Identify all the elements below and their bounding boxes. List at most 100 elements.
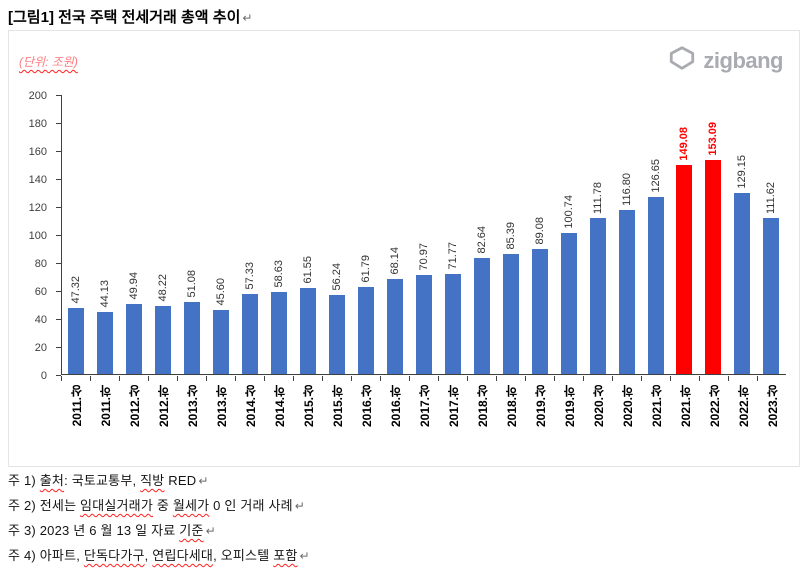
bar-column: 57.33 (236, 95, 265, 374)
bar-value-label: 61.55 (302, 256, 315, 284)
note-text: 주 2) 전세는 (8, 498, 81, 513)
x-axis-label-cell: 2018.상 (467, 383, 496, 467)
bar-value-label: 70.97 (417, 243, 430, 271)
y-axis-labels: 0 20 40 60 80 100 120 140 160 180 200 (9, 90, 53, 382)
bar (647, 197, 664, 374)
note-text-spellcheck: 연립다세대 (152, 548, 214, 563)
zigbang-room-icon (668, 45, 696, 76)
x-axis-label: 2012.상 (127, 385, 142, 428)
bar-column: 68.14 (380, 95, 409, 374)
x-axis-label-cell: 2019.하 (554, 383, 583, 467)
y-axis-ticks (56, 95, 61, 377)
bar (676, 165, 693, 374)
bar (560, 233, 577, 374)
note-line: 주 2) 전세는 임대실거래가 중 월세가 0 인 거래 사례 ↵ (8, 493, 310, 518)
bar-value-label: 116.80 (620, 173, 633, 206)
page-title: [그림1] 전국 주택 전세거래 총액 추이 ↵ (8, 6, 252, 27)
y-axis-label: 160 (28, 146, 47, 158)
bar (155, 306, 172, 374)
y-axis-label: 20 (34, 342, 47, 354)
bar-value-label: 48.22 (157, 274, 170, 302)
x-axis-label-cell: 2021.상 (641, 383, 670, 467)
y-axis-label: 60 (34, 286, 47, 298)
bar-column: 56.24 (323, 95, 352, 374)
page-title-text: [그림1] 전국 주택 전세거래 총액 추이 (8, 9, 241, 26)
note-line: 주 4) 아파트, 단독다가구, 연립다세대, 오피스텔 포함 ↵ (8, 543, 310, 568)
x-axis-label-cell: 2017.하 (438, 383, 467, 467)
bar-value-label: 68.14 (388, 247, 401, 275)
x-axis-label-cell: 2016.하 (380, 383, 409, 467)
bar-column: 44.13 (91, 95, 120, 374)
bar-value-label: 47.32 (70, 276, 83, 304)
x-axis-label: 2011.상 (69, 385, 84, 427)
note-text-spellcheck: 직방 (140, 473, 165, 488)
bar-column: 61.55 (294, 95, 323, 374)
note-text: 주 3) 2023 년 6 월 13 일 자료 (8, 523, 180, 538)
bar-column: 49.94 (120, 95, 149, 374)
plot-area: 47.32 44.13 49.94 48.22 51.08 45.60 57.33 58.63… (61, 95, 786, 375)
x-axis-label-cell: 2016.상 (351, 383, 380, 467)
line-break-mark: ↵ (294, 499, 306, 513)
x-axis-ticks (61, 376, 786, 381)
x-axis-label: 2015.상 (301, 385, 316, 428)
x-axis-label: 2016.상 (359, 385, 374, 428)
x-axis-label-cell: 2021.하 (670, 383, 699, 467)
zigbang-logo-text: zigbang (703, 47, 783, 73)
bar-column: 45.60 (207, 95, 236, 374)
bar-column: 61.79 (352, 95, 381, 374)
x-axis-label-cell: 2018.하 (496, 383, 525, 467)
note-text: 주 4) 아파트, (8, 548, 84, 563)
x-axis-label: 2017.하 (446, 385, 461, 428)
x-axis-label-cell: 2022.상 (699, 383, 728, 467)
bar (358, 287, 374, 374)
bar (242, 294, 259, 374)
x-axis-label-cell: 2014.상 (235, 383, 264, 467)
line-break-mark: ↵ (299, 549, 310, 563)
note-text-spellcheck: 출처 (39, 473, 65, 488)
bar-column: 111.62 (757, 95, 786, 374)
x-axis-label: 2012.하 (156, 385, 171, 428)
bar-column: 129.15 (728, 95, 757, 374)
x-axis-label: 2021.상 (649, 385, 664, 428)
bar-value-label: 61.79 (360, 255, 372, 283)
line-break-mark: ↵ (242, 11, 253, 25)
x-axis-label-cell: 2012.상 (119, 383, 148, 467)
bar-value-label: 111.62 (765, 181, 778, 214)
note-text: RED (164, 473, 197, 488)
x-axis-labels: 2011.상 2011.하 2012.상 2012.하 2013.상 2013.하 2014… (61, 383, 786, 467)
x-axis-label-cell: 2012.하 (148, 383, 177, 467)
bar-column: 58.63 (265, 95, 294, 374)
x-axis-label: 2013.하 (214, 385, 229, 428)
bar (68, 308, 85, 374)
x-axis-label-cell: 2019.상 (525, 383, 554, 467)
bar-value-label: 100.74 (562, 195, 575, 229)
bar (502, 254, 519, 374)
note-text-spellcheck: 포함 (273, 548, 298, 563)
bar (415, 275, 432, 374)
x-axis-label-cell: 2014.하 (264, 383, 293, 467)
x-axis-label: 2023.상 (765, 385, 780, 428)
bar-value-label: 44.13 (99, 280, 112, 308)
x-axis-label-cell: 2011.하 (90, 383, 119, 467)
note-text: 국토교통부 (71, 473, 133, 488)
x-axis-label: 2017.상 (417, 385, 432, 428)
x-axis-label-cell: 2020.상 (583, 383, 612, 467)
bar-value-label: 126.65 (649, 159, 662, 193)
x-axis-label: 2022.상 (707, 385, 722, 428)
bar-column: 82.64 (467, 95, 496, 374)
x-axis-label-cell: 2017.상 (409, 383, 438, 467)
note-text: : (64, 473, 72, 488)
x-axis-label: 2014.상 (243, 385, 258, 428)
bar-value-label: 45.60 (215, 278, 228, 306)
bar (386, 279, 403, 374)
chart-figure: (단위: 조원) zigbang 0 20 40 60 80 100 120 140 160 18… (8, 30, 800, 467)
y-axis-label: 80 (34, 258, 47, 270)
bar-column: 153.09 (699, 95, 728, 374)
note-text: , 오피스텔 (213, 548, 274, 563)
y-axis-label: 200 (28, 90, 47, 102)
bar (618, 210, 635, 374)
bar (97, 312, 114, 374)
x-axis-label: 2022.하 (736, 385, 751, 428)
bar (300, 288, 317, 374)
y-axis-label: 40 (34, 314, 47, 326)
